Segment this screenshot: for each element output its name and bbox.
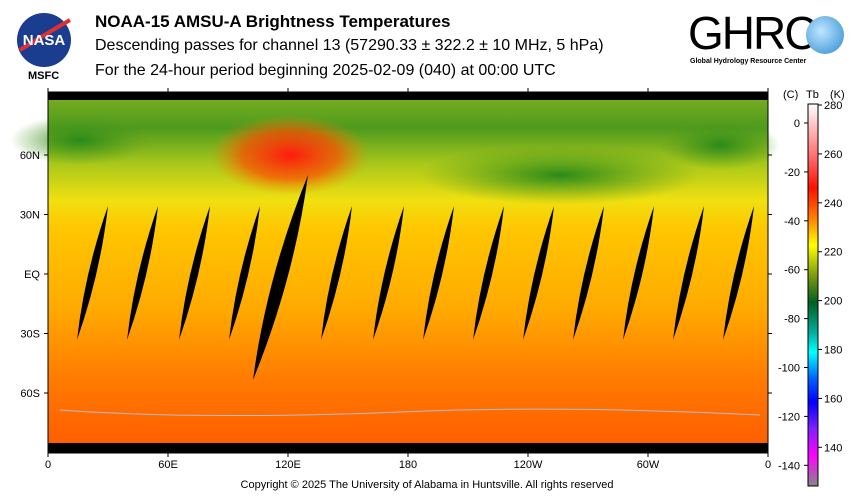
x-tick-label: 0 — [765, 459, 771, 471]
swath-gap — [473, 206, 504, 340]
x-tick-label: 0 — [45, 459, 51, 471]
colorbar-c-label: -140 — [778, 460, 800, 472]
map-field — [10, 92, 780, 453]
colorbar-c-label: -80 — [784, 314, 800, 326]
swath-gap — [253, 175, 308, 380]
colorbar-c-label: -100 — [778, 363, 800, 375]
top-nodata-band — [48, 92, 768, 100]
colorbar-k-label: 160 — [824, 393, 842, 405]
swath-gap — [573, 206, 604, 340]
y-tick-label: 60N — [20, 150, 40, 162]
msfc-label: MSFC — [28, 70, 60, 82]
colorbar-k-label: 200 — [824, 296, 842, 308]
x-tick-label: 60W — [637, 459, 660, 471]
svg-text:NASA: NASA — [23, 32, 66, 49]
swath-gap — [673, 206, 704, 340]
chart-period: For the 24-hour period beginning 2025-02… — [95, 62, 556, 79]
copyright: Copyright © 2025 The University of Alaba… — [240, 479, 614, 491]
colorbar-c-label: -120 — [778, 411, 800, 423]
y-tick-label: EQ — [24, 269, 40, 281]
colorbar-c-label: 0 — [794, 118, 800, 130]
swath-gap — [179, 206, 210, 340]
colorbar-k-label: 180 — [824, 345, 842, 357]
colorbar-header-tb: Tb — [806, 89, 819, 101]
globe-icon — [806, 16, 844, 54]
swath-gap — [373, 206, 404, 340]
x-tick-label: 120W — [514, 459, 543, 471]
swath-gaps — [77, 175, 754, 380]
colorbar-c-label: -40 — [784, 216, 800, 228]
swath-gap — [423, 206, 454, 340]
colorbar-k-label: 280 — [824, 100, 842, 112]
y-tick-label: 60S — [20, 388, 40, 400]
colorbar-header-k: (K) — [830, 89, 845, 101]
nasa-logo: NASA — [14, 10, 74, 70]
swath-gap — [77, 206, 108, 340]
ghrc-logo-text: GHRC — [688, 7, 817, 59]
bottom-nodata-band — [48, 443, 768, 453]
swath-gap — [321, 206, 352, 340]
ghrc-caption: Global Hydrology Resource Center — [690, 58, 807, 65]
swath-gap — [523, 206, 554, 340]
y-tick-label: 30N — [20, 210, 40, 222]
colorbar-k-label: 220 — [824, 247, 842, 259]
colorbar-header-c: (C) — [783, 89, 798, 101]
x-tick-label: 120E — [275, 459, 301, 471]
y-tick-label: 30S — [20, 329, 40, 341]
colorbar — [807, 103, 819, 487]
colorbar-k-label: 140 — [824, 442, 842, 454]
chart-title: NOAA-15 AMSU-A Brightness Temperatures — [95, 12, 451, 31]
colorbar-c-label: -60 — [784, 265, 800, 277]
chart-subtitle: Descending passes for channel 13 (57290.… — [95, 37, 604, 54]
antarctica-coastline — [59, 408, 761, 417]
colorbar-k-label: 240 — [824, 198, 842, 210]
ghrc-logo: GHRC Global Hydrology Resource Center — [688, 8, 848, 74]
swath-gap — [623, 206, 654, 340]
x-tick-label: 180 — [399, 459, 417, 471]
swath-gap — [127, 206, 158, 340]
colorbar-k-label: 260 — [824, 149, 842, 161]
swath-gap — [229, 206, 260, 340]
colorbar-c-label: -20 — [784, 167, 800, 179]
swath-gap — [723, 206, 754, 340]
x-tick-label: 60E — [158, 459, 178, 471]
